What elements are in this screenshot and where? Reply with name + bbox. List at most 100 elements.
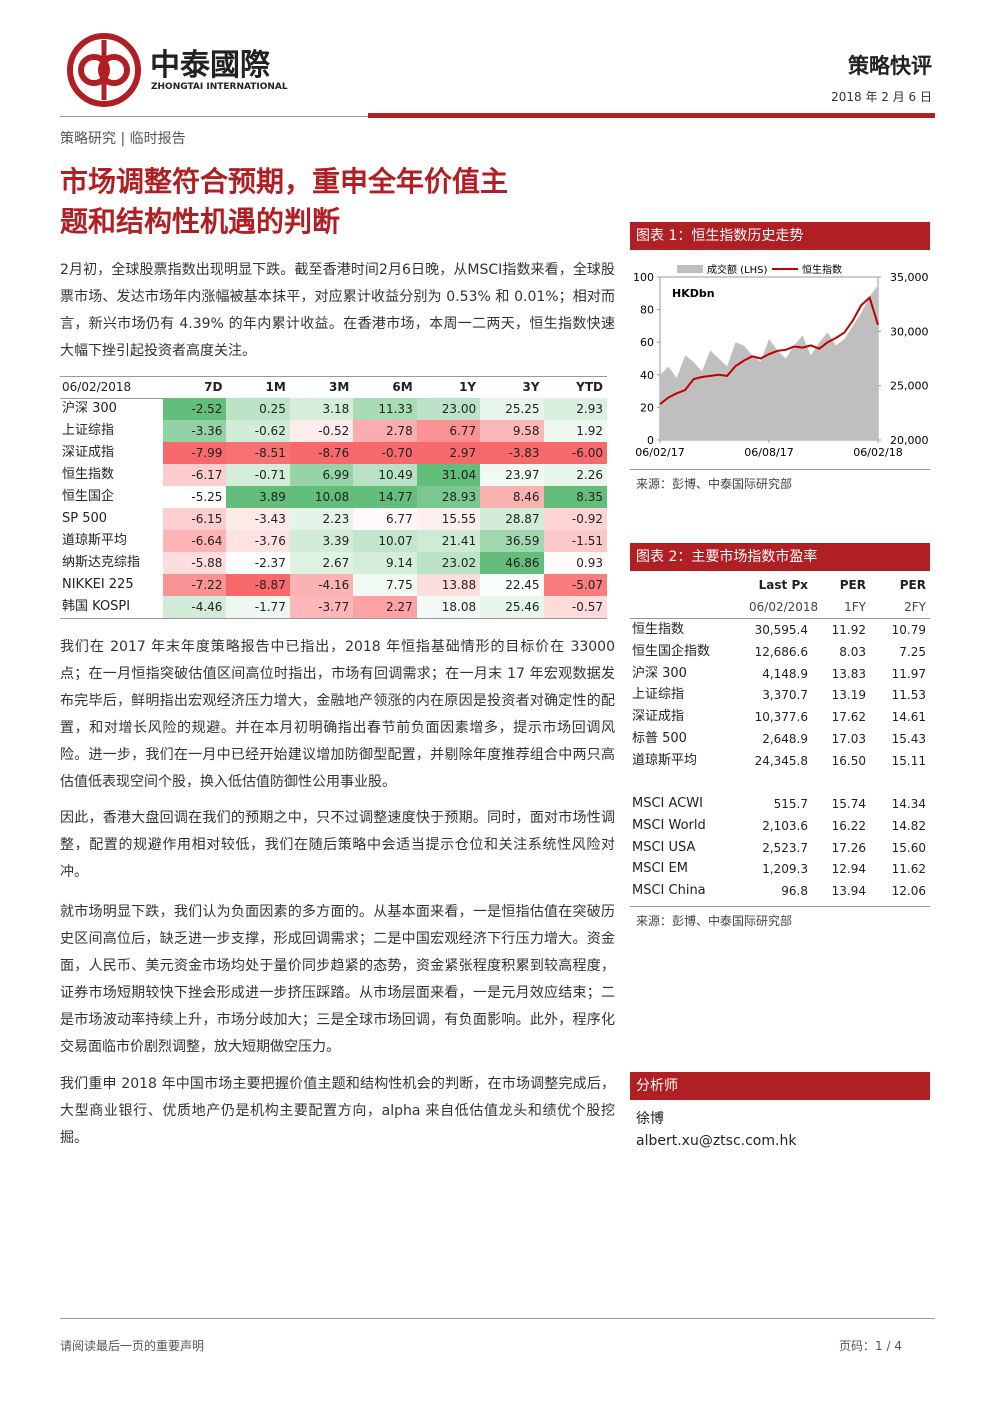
rule-red [368, 113, 935, 118]
table-cell: 23.97 [480, 464, 544, 486]
column-header: 6M [392, 380, 413, 394]
y-tick-label: 0 [647, 434, 654, 447]
table-rule [60, 376, 607, 377]
table-cell: -5.88 [163, 552, 227, 574]
table-cell: 96.8 [781, 884, 808, 899]
table-cell: 21.41 [416, 530, 481, 552]
table-cell: 14.61 [870, 706, 930, 729]
table-cell: -8.76 [289, 442, 354, 464]
legend-label: 成交额 (LHS) [707, 263, 768, 276]
analyst-title: 分析师 [630, 1072, 930, 1100]
row-label: MSCI USA [632, 839, 696, 855]
x-tick-label: 06/02/17 [635, 446, 684, 459]
table-cell: 16.22 [831, 818, 866, 833]
category: 策略研究 | 临时报告 [60, 131, 186, 147]
figure-title: 图表 1：恒生指数历史走势 [630, 222, 930, 250]
table-cell: 15.43 [870, 728, 930, 750]
table-cell: 23.02 [416, 552, 481, 574]
table-cell: 10,377.6 [754, 710, 808, 725]
table-cell: 3.39 [289, 530, 354, 552]
table-cell: 2.78 [353, 420, 417, 442]
row-label: MSCI ACWI [632, 796, 703, 811]
brand-en: ZHONGTAI INTERNATIONAL [151, 82, 288, 92]
table-cell: -6.00 [543, 442, 607, 464]
row-label: 恒生指数 [62, 467, 115, 482]
table-cell: -1.77 [226, 596, 290, 618]
table-cell: 8.46 [480, 486, 544, 508]
source: 来源：彭博、中泰国际研究部 [636, 477, 793, 491]
table-cell: -3.76 [226, 530, 290, 552]
table-cell: 515.7 [773, 797, 808, 811]
paragraph: 就市场明显下跌，我们认为负面因素的多方面的。从基本面来看，一是恒指估值在突破历史… [60, 904, 615, 1055]
table-cell: 13.94 [831, 884, 866, 899]
table-cell: -1.51 [543, 530, 607, 552]
report-type: 策略快评 [848, 54, 932, 78]
table-cell: 17.26 [831, 840, 866, 855]
table-cell: 3.18 [289, 398, 354, 420]
row-label: 深证成指 [62, 445, 115, 460]
table-cell: 11.53 [870, 684, 930, 707]
table-cell: 25.25 [480, 398, 544, 420]
row-label: 上证综指 [62, 423, 115, 438]
table-cell: 28.93 [416, 486, 481, 508]
column-header: YTD [576, 380, 603, 394]
source: 来源：彭博、中泰国际研究部 [636, 914, 793, 928]
table-cell: -8.51 [226, 442, 290, 464]
rule [60, 1318, 935, 1319]
table-cell: 9.14 [353, 552, 417, 574]
y-tick-label: 60 [640, 336, 654, 349]
table-cell: 0.25 [226, 398, 290, 420]
table-cell: 2.97 [416, 442, 481, 464]
y-tick-label: 100 [633, 271, 654, 284]
table-cell: -2.37 [226, 552, 290, 574]
logo [67, 33, 141, 107]
column-header: PER [839, 578, 866, 592]
table-cell: -0.57 [543, 596, 607, 618]
table-cell: 16.50 [831, 753, 866, 768]
row-label: 标普 500 [632, 731, 687, 746]
page-number: 页码：1 / 4 [839, 1339, 902, 1353]
analyst-email: albert.xu@ztsc.com.hk [636, 1133, 797, 1149]
table-cell: 2.27 [353, 596, 417, 618]
rule [630, 469, 930, 470]
figure-title: 图表 2：主要市场指数市盈率 [630, 543, 930, 571]
y2-tick-label: 25,000 [890, 380, 929, 393]
paragraph: 我们重申 2018 年中国市场主要把握价值主题和结构性机会的判断，在市场调整完成… [60, 1076, 615, 1146]
table-cell: -3.43 [226, 508, 290, 530]
table-cell: -4.16 [289, 574, 354, 596]
table-cell: 10.07 [353, 530, 417, 552]
table-cell: 28.87 [480, 508, 544, 530]
table-cell: 11.92 [831, 623, 866, 637]
table-cell: -2.52 [163, 398, 227, 420]
table-cell: 15.11 [870, 749, 930, 772]
table-cell: 6.99 [289, 464, 354, 486]
table-cell: 15.60 [870, 836, 930, 859]
table-cell: 18.08 [416, 596, 481, 618]
table-rule [630, 906, 930, 907]
table-cell: 15.55 [416, 508, 481, 530]
chart: 0 20 40 60 80 100 20,000 25,000 30,000 35,000 06/0… [633, 263, 929, 459]
table-cell: 17.62 [831, 710, 866, 725]
row-label: 恒生指数 [632, 622, 685, 637]
y2-tick-label: 20,000 [890, 434, 929, 447]
row-label: 道琼斯平均 [62, 533, 128, 548]
column-header: 3Y [522, 380, 540, 394]
table-cell: 46.86 [480, 552, 544, 574]
table-rule [60, 618, 607, 619]
table-cell: -6.64 [163, 530, 227, 552]
table-cell: 4,148.9 [762, 666, 808, 681]
table-cell: 2,648.9 [762, 732, 808, 746]
title-line: 题和结构性机遇的判断 [60, 205, 341, 238]
table-cell: -3.77 [289, 596, 354, 618]
row-label: 恒生国企指数 [632, 643, 711, 659]
title-line: 市场调整符合预期，重申全年价值主 [60, 165, 509, 198]
table-rule [630, 618, 930, 619]
table-cell: 12.94 [831, 862, 866, 877]
table-cell: 15.74 [831, 797, 866, 811]
row-label: 沪深 300 [62, 401, 117, 416]
table-cell: -0.52 [289, 420, 354, 442]
table-cell: 1,209.3 [762, 862, 808, 877]
x-tick-label: 06/08/17 [744, 446, 793, 459]
table-cell: -3.83 [480, 442, 544, 464]
row-label: NIKKEI 225 [62, 577, 134, 592]
